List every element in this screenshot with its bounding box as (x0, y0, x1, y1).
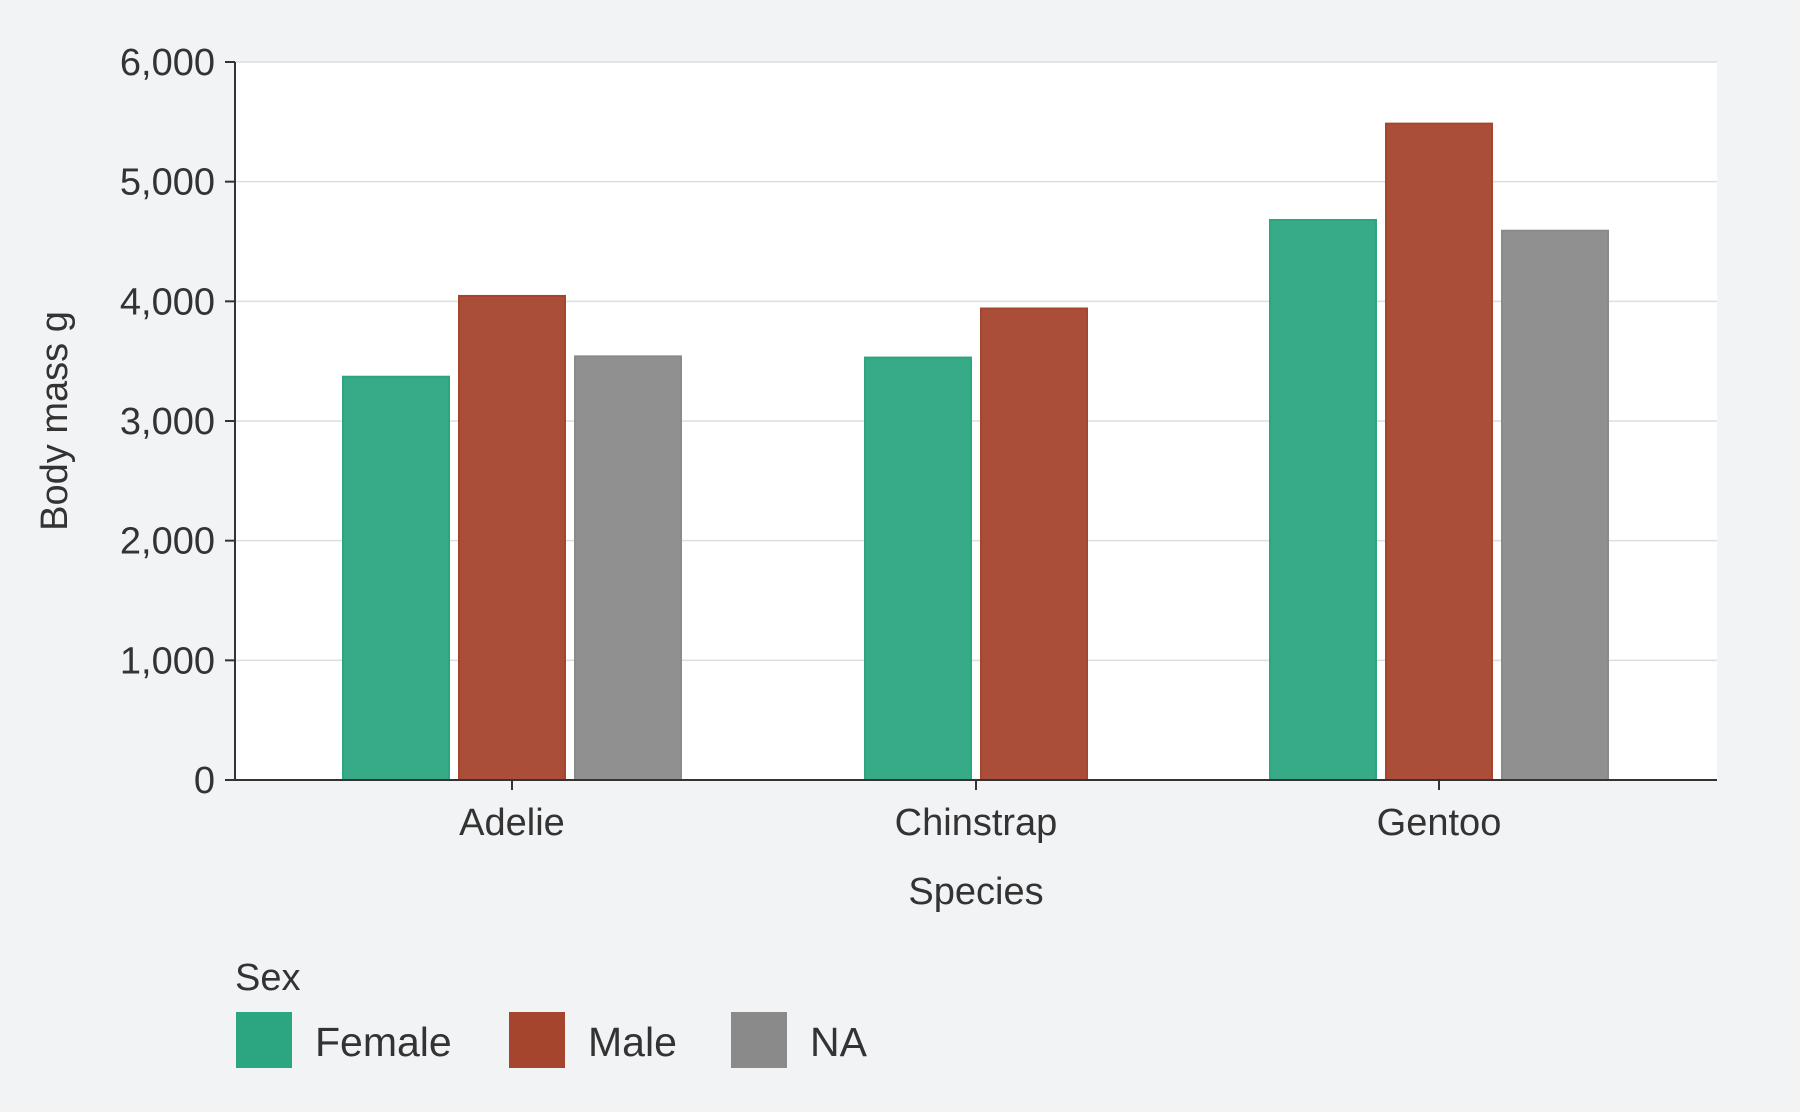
y-tick-label: 0 (194, 760, 215, 802)
y-tick-label: 5,000 (120, 162, 215, 204)
legend-swatch-male (509, 1012, 565, 1068)
legend-label-na: NA (810, 1019, 868, 1065)
legend: Sex Female Male NA (235, 957, 868, 1068)
bar-gentoo-female (1269, 218, 1377, 781)
legend-title: Sex (235, 957, 300, 999)
y-tick-label: 2,000 (120, 521, 215, 563)
bar-chinstrap-female (864, 356, 972, 781)
bar-gentoo-na (1501, 229, 1609, 782)
x-ticks: Adelie Chinstrap Gentoo (459, 780, 1501, 844)
x-tick-label: Gentoo (1377, 802, 1502, 844)
bar-gentoo-male (1385, 122, 1493, 781)
legend-swatch-na (731, 1012, 787, 1068)
y-tick-label: 1,000 (120, 640, 215, 682)
x-tick-label: Adelie (459, 802, 565, 844)
legend-swatch-female (236, 1012, 292, 1068)
bar-adelie-na (574, 355, 682, 781)
bar-adelie-female (342, 375, 450, 781)
legend-label-female: Female (315, 1019, 452, 1065)
bars (342, 122, 1609, 782)
y-tick-label: 6,000 (120, 42, 215, 84)
y-axis-title: Body mass g (34, 311, 76, 531)
legend-label-male: Male (588, 1019, 677, 1065)
bar-adelie-male (458, 294, 566, 781)
bar-chinstrap-male (980, 307, 1088, 781)
y-tick-label: 4,000 (120, 281, 215, 323)
x-tick-label: Chinstrap (895, 802, 1058, 844)
y-ticks: 0 1,000 2,000 3,000 4,000 5,000 6,000 (120, 42, 235, 802)
y-tick-label: 3,000 (120, 401, 215, 443)
x-axis-title: Species (908, 871, 1043, 913)
